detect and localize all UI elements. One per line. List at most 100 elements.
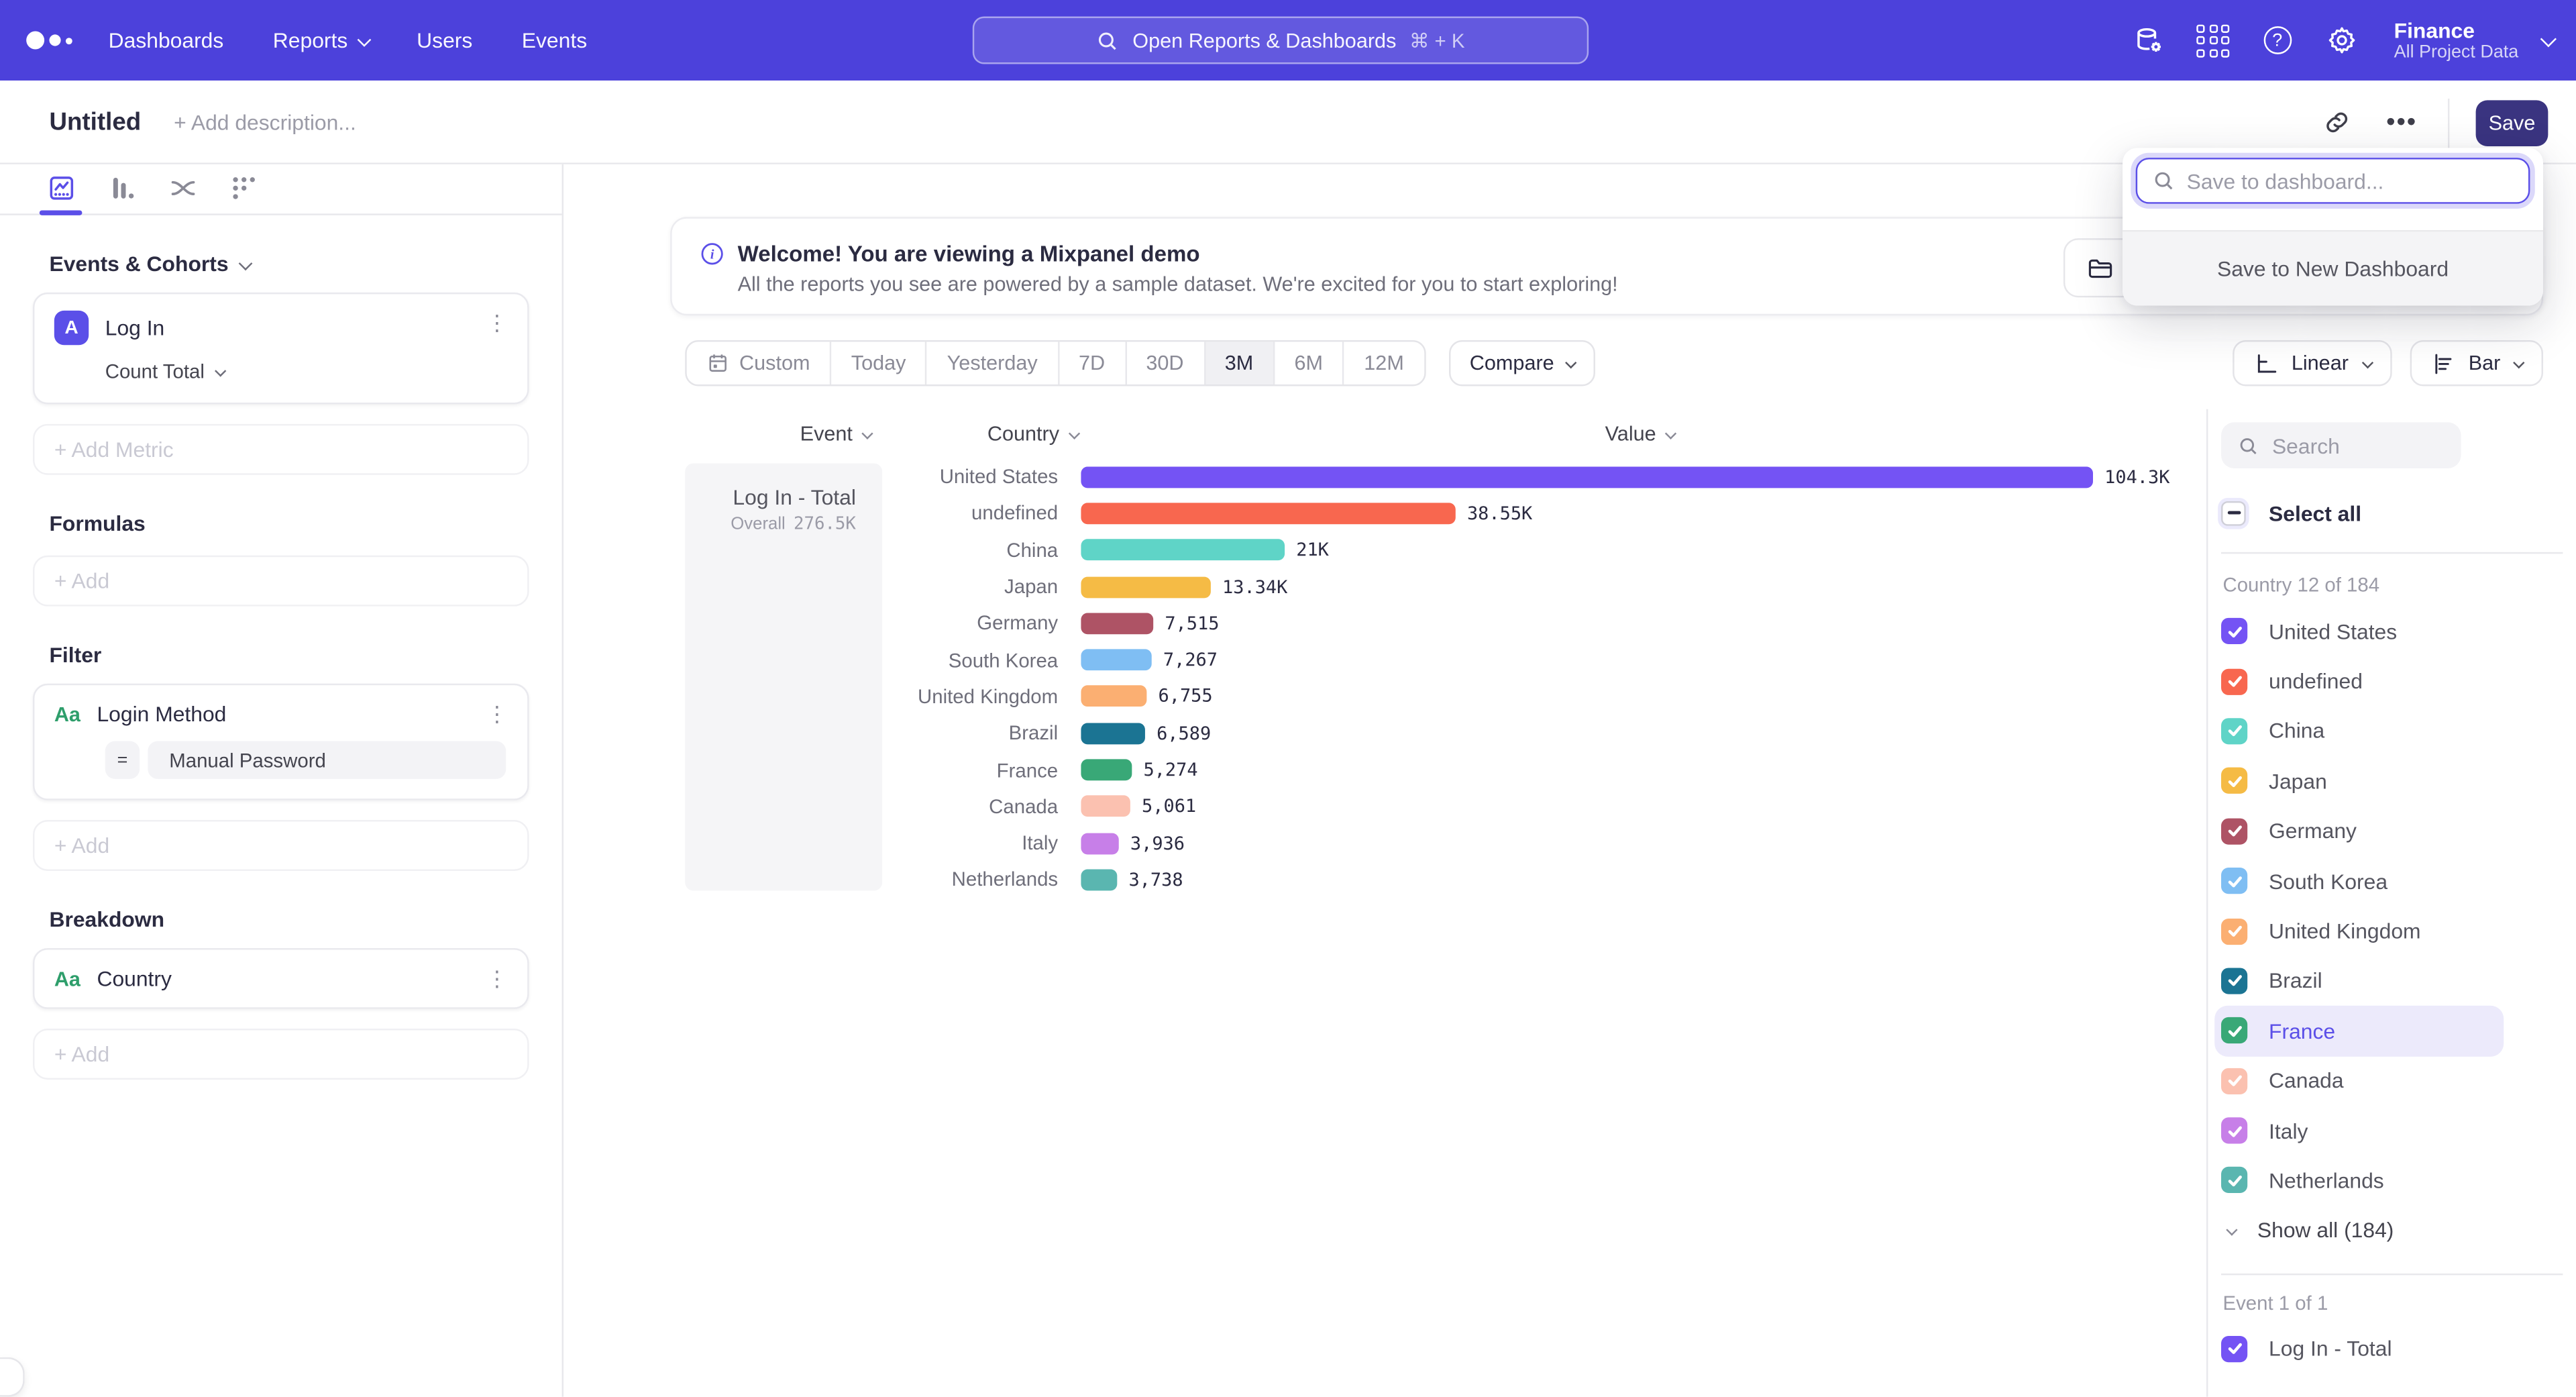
column-header-event[interactable]: Event	[800, 422, 873, 446]
range-yesterday[interactable]: Yesterday	[925, 342, 1057, 385]
query-builder-sidebar: Events & Cohorts A Log In ⋮ Count Total …	[0, 164, 564, 1397]
country-row-south-korea[interactable]: South Korea	[2208, 856, 2576, 906]
string-property-icon: Aa	[54, 702, 80, 726]
country-checkbox-united-states[interactable]	[2221, 618, 2248, 645]
bar-france[interactable]	[1081, 759, 1132, 781]
kebab-menu-icon[interactable]: ⋮	[486, 310, 508, 335]
country-row-united-states[interactable]: United States	[2208, 607, 2576, 656]
country-checkbox-china[interactable]	[2221, 718, 2248, 745]
bar-germany[interactable]	[1081, 613, 1154, 634]
range-custom[interactable]: Custom	[687, 342, 830, 384]
country-checkbox-undefined[interactable]	[2221, 668, 2248, 694]
data-management-icon[interactable]	[2131, 22, 2167, 58]
tab-flows[interactable]	[166, 171, 199, 204]
save-dashboard-search-field[interactable]	[2135, 158, 2530, 204]
save-dashboard-input[interactable]	[2186, 168, 2483, 193]
save-to-new-dashboard-button[interactable]: Save to New Dashboard	[2123, 229, 2544, 306]
range-6m[interactable]: 6M	[1273, 342, 1343, 385]
bar-canada[interactable]	[1081, 796, 1130, 817]
country-checkbox-germany[interactable]	[2221, 817, 2248, 845]
filter-property-name[interactable]: Login Method	[97, 701, 227, 727]
country-row-germany[interactable]: Germany	[2208, 806, 2576, 856]
event-checkbox-row[interactable]: Log In - Total	[2208, 1324, 2576, 1373]
project-switcher[interactable]: Finance All Project Data	[2394, 17, 2557, 64]
more-actions-icon[interactable]: •••	[2386, 108, 2418, 137]
country-row-france[interactable]: France	[2214, 1006, 2504, 1056]
settings-gear-icon[interactable]	[2323, 22, 2359, 58]
nav-item-users[interactable]: Users	[417, 28, 473, 53]
country-checkbox-canada[interactable]	[2221, 1068, 2248, 1094]
nav-item-reports[interactable]: Reports	[273, 28, 371, 52]
country-row-brazil[interactable]: Brazil	[2208, 956, 2576, 1006]
range-today[interactable]: Today	[829, 342, 926, 385]
country-checkbox-brazil[interactable]	[2221, 968, 2248, 994]
country-checkbox-italy[interactable]	[2221, 1117, 2248, 1144]
column-header-country[interactable]: Country	[987, 422, 1079, 446]
range-30d[interactable]: 30D	[1124, 342, 1203, 385]
event-series-cell[interactable]: Log In - Total Overall 276.5K	[685, 463, 883, 891]
bar-netherlands[interactable]	[1081, 869, 1118, 891]
country-checkbox-france[interactable]	[2221, 1017, 2248, 1044]
country-row-italy[interactable]: Italy	[2208, 1106, 2576, 1155]
tab-retention[interactable]	[227, 171, 260, 204]
tab-funnels[interactable]	[105, 171, 138, 204]
corner-widget[interactable]	[0, 1357, 25, 1397]
global-search-button[interactable]: Open Reports & Dashboards ⌘ + K	[972, 16, 1589, 64]
add-filter-button[interactable]: + Add	[32, 820, 529, 871]
bar-united-kingdom[interactable]	[1081, 686, 1147, 708]
kebab-menu-icon[interactable]: ⋮	[486, 966, 508, 991]
apps-grid-icon[interactable]	[2195, 22, 2231, 58]
add-description-field[interactable]: + Add description...	[174, 109, 356, 134]
bar-brazil[interactable]	[1081, 722, 1145, 744]
scale-selector-button[interactable]: Linear	[2232, 340, 2392, 386]
kebab-menu-icon[interactable]: ⋮	[486, 701, 508, 727]
breakdown-card-country[interactable]: Aa Country ⋮	[32, 948, 529, 1009]
mixpanel-logo-icon[interactable]	[26, 31, 92, 50]
country-row-china[interactable]: China	[2208, 707, 2576, 756]
bar-united-states[interactable]	[1081, 466, 2094, 488]
chart-type-button[interactable]: Bar	[2409, 340, 2544, 386]
events-cohorts-section-label[interactable]: Events & Cohorts	[49, 252, 561, 276]
bar-undefined[interactable]	[1081, 503, 1456, 525]
bar-south-korea[interactable]	[1081, 649, 1152, 671]
country-row-canada[interactable]: Canada	[2208, 1056, 2576, 1106]
country-row-japan[interactable]: Japan	[2208, 756, 2576, 806]
country-checkbox-united-kingdom[interactable]	[2221, 917, 2248, 945]
country-row-united-kingdom[interactable]: United Kingdom	[2208, 906, 2576, 955]
add-metric-button[interactable]: + Add Metric	[32, 423, 529, 475]
filter-card-login-method[interactable]: Aa Login Method ⋮ = Manual Password	[32, 683, 529, 800]
bar-china[interactable]	[1081, 539, 1285, 561]
country-checkbox-south-korea[interactable]	[2221, 868, 2248, 894]
breakdown-property-name[interactable]: Country	[97, 966, 172, 991]
panel-search-input[interactable]: Search	[2221, 422, 2461, 468]
tab-insights[interactable]	[39, 171, 83, 215]
report-title[interactable]: Untitled	[49, 107, 142, 136]
copy-link-icon[interactable]	[2316, 103, 2356, 142]
select-all-checkbox-indeterminate[interactable]	[2221, 500, 2246, 525]
filter-value[interactable]: Manual Password	[148, 741, 506, 779]
country-row-netherlands[interactable]: Netherlands	[2208, 1155, 2576, 1205]
show-all-button[interactable]: Show all (184)	[2208, 1206, 2576, 1255]
metric-event-name[interactable]: Log In	[105, 315, 165, 340]
bar-japan[interactable]	[1081, 576, 1211, 598]
range-7d[interactable]: 7D	[1057, 342, 1124, 385]
country-row-undefined[interactable]: undefined	[2208, 656, 2576, 706]
metric-card-log-in[interactable]: A Log In ⋮ Count Total	[32, 292, 529, 405]
country-checkbox-japan[interactable]	[2221, 768, 2248, 794]
bar-italy[interactable]	[1081, 832, 1119, 854]
add-breakdown-button[interactable]: + Add	[32, 1029, 529, 1080]
add-formula-button[interactable]: + Add	[32, 555, 529, 607]
aggregation-selector[interactable]: Count Total	[105, 360, 508, 383]
save-button[interactable]: Save	[2475, 99, 2548, 146]
nav-item-dashboards[interactable]: Dashboards	[108, 28, 224, 53]
compare-button[interactable]: Compare	[1448, 340, 1595, 386]
range-12m[interactable]: 12M	[1342, 342, 1424, 385]
range-3m[interactable]: 3M	[1203, 342, 1273, 385]
nav-item-events[interactable]: Events	[521, 28, 588, 53]
select-all-row[interactable]: Select all	[2221, 499, 2576, 525]
help-icon[interactable]: ?	[2259, 22, 2296, 58]
filter-operator[interactable]: =	[105, 741, 140, 779]
event-checkbox[interactable]	[2221, 1335, 2248, 1362]
country-checkbox-netherlands[interactable]	[2221, 1167, 2248, 1194]
column-header-value[interactable]: Value	[1605, 422, 1676, 446]
